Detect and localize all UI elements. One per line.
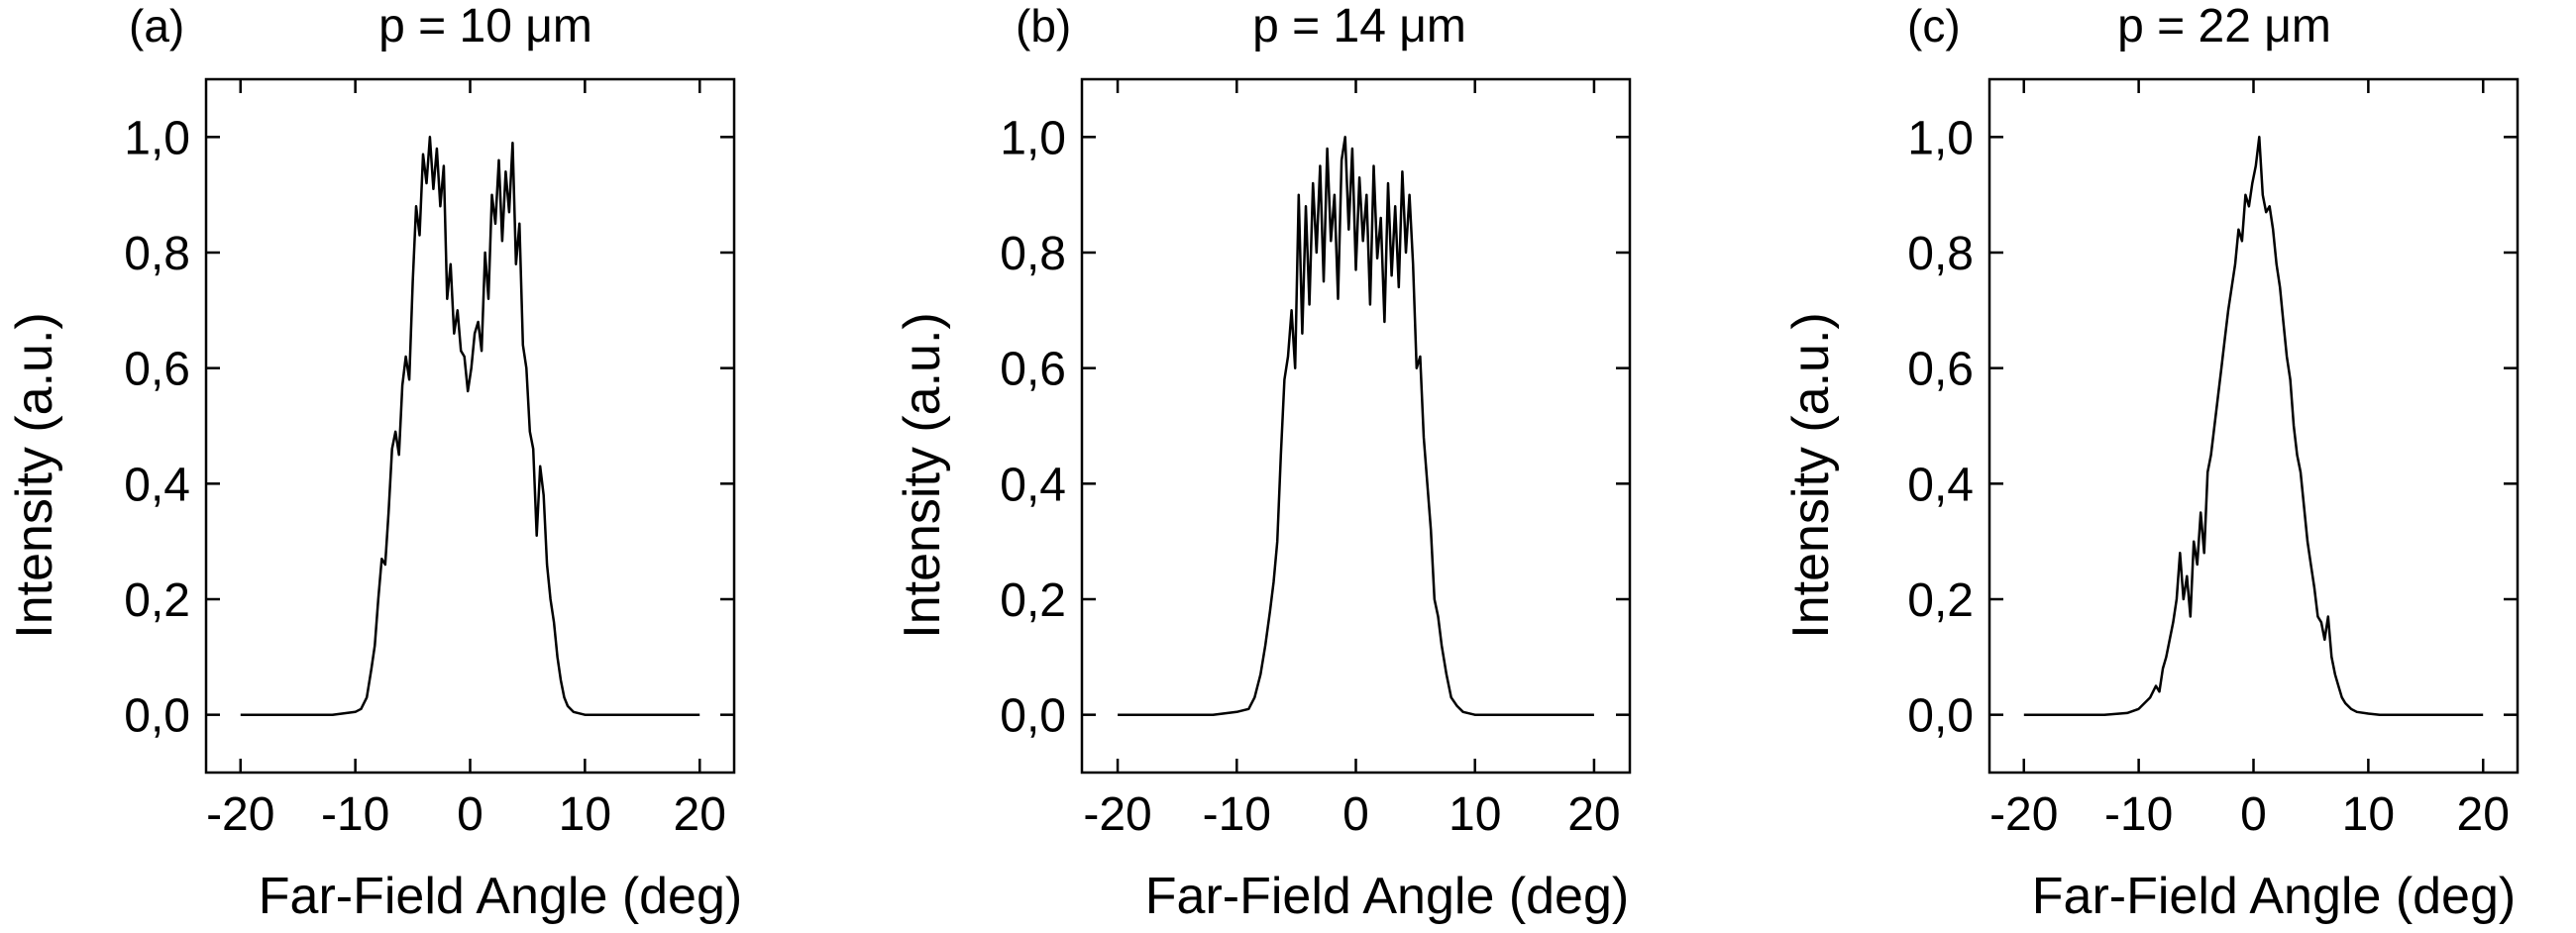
- y-tick-label: 0,8: [124, 228, 190, 280]
- x-tick-label: -20: [1989, 788, 2058, 841]
- y-tick-label: 0,4: [1000, 459, 1066, 511]
- x-tick-label: 0: [457, 788, 483, 841]
- series-line: [1118, 136, 1594, 716]
- x-axis-label: Far-Field Angle (deg): [1145, 868, 1629, 925]
- y-axis-ticks: 0,0 0,2 0,4 0,6 0,8 1,0: [1907, 112, 2518, 743]
- y-tick-label: 0,0: [1000, 690, 1066, 743]
- y-tick-label: 1,0: [1907, 112, 1974, 164]
- y-tick-label: 0,6: [124, 344, 190, 396]
- x-tick-label: 10: [1449, 788, 1501, 841]
- y-axis-ticks: 0,0 0,2 0,4 0,6 0,8 1,0: [124, 112, 734, 743]
- x-axis-ticks: -20 -10 0 10 20: [1989, 79, 2510, 841]
- x-tick-label: 10: [2342, 788, 2395, 841]
- x-tick-label: 20: [1567, 788, 1620, 841]
- panel-label: (b): [1016, 0, 1071, 52]
- x-axis-label: Far-Field Angle (deg): [2032, 868, 2516, 925]
- x-axis-label: Far-Field Angle (deg): [259, 868, 742, 925]
- y-tick-label: 0,4: [124, 459, 190, 511]
- plot-frame: [1080, 77, 1632, 775]
- y-tick-label: 0,4: [1907, 459, 1974, 511]
- y-tick-label: 0,0: [1907, 690, 1974, 743]
- x-tick-label: 10: [559, 788, 611, 841]
- x-tick-label: 20: [2457, 788, 2510, 841]
- y-tick-label: 0,2: [1000, 574, 1066, 627]
- y-tick-label: 0,2: [124, 574, 190, 627]
- y-tick-label: 0,8: [1907, 228, 1974, 280]
- x-tick-label: -10: [1203, 788, 1271, 841]
- chart-title: p = 14 μm: [1252, 0, 1466, 52]
- x-tick-label: -20: [206, 788, 274, 841]
- series-line: [2023, 136, 2484, 716]
- y-axis-label: Intensity (a.u.): [1782, 312, 1840, 638]
- y-tick-label: 0,2: [1907, 574, 1974, 627]
- x-tick-label: -10: [321, 788, 389, 841]
- x-tick-label: -20: [1083, 788, 1151, 841]
- plot-frame: [204, 77, 736, 775]
- x-tick-label: 0: [2240, 788, 2267, 841]
- chart-title: p = 22 μm: [2117, 0, 2331, 52]
- x-tick-label: 20: [674, 788, 726, 841]
- panel-b: (b) p = 14 μm 0,0 0,2 0,4 0,6 0,8 1,0 -20 -10 0…: [894, 0, 1632, 925]
- y-tick-label: 1,0: [124, 112, 190, 164]
- y-tick-label: 0,6: [1907, 344, 1974, 396]
- series-line: [240, 136, 700, 716]
- chart-title: p = 10 μm: [378, 0, 592, 52]
- panel-label: (c): [1907, 0, 1961, 52]
- y-tick-label: 0,6: [1000, 344, 1066, 396]
- panel-c: (c) p = 22 μm 0,0 0,2 0,4 0,6 0,8 1,0 -20 -10 0…: [1782, 0, 2520, 925]
- y-axis-ticks: 0,0 0,2 0,4 0,6 0,8 1,0: [1000, 112, 1630, 743]
- x-axis-ticks: -20 -10 0 10 20: [1083, 79, 1621, 841]
- y-tick-label: 0,8: [1000, 228, 1066, 280]
- x-axis-ticks: -20 -10 0 10 20: [206, 79, 726, 841]
- panel-label: (a): [129, 0, 184, 52]
- y-tick-label: 0,0: [124, 690, 190, 743]
- y-axis-label: Intensity (a.u.): [6, 312, 63, 638]
- x-tick-label: -10: [2104, 788, 2173, 841]
- panel-a: (a) p = 10 μm 0,0 0,2 0,4 0,6 0,8 1,0 -20 -10 0…: [6, 0, 742, 925]
- y-tick-label: 1,0: [1000, 112, 1066, 164]
- x-tick-label: 0: [1342, 788, 1369, 841]
- y-axis-label: Intensity (a.u.): [894, 312, 951, 638]
